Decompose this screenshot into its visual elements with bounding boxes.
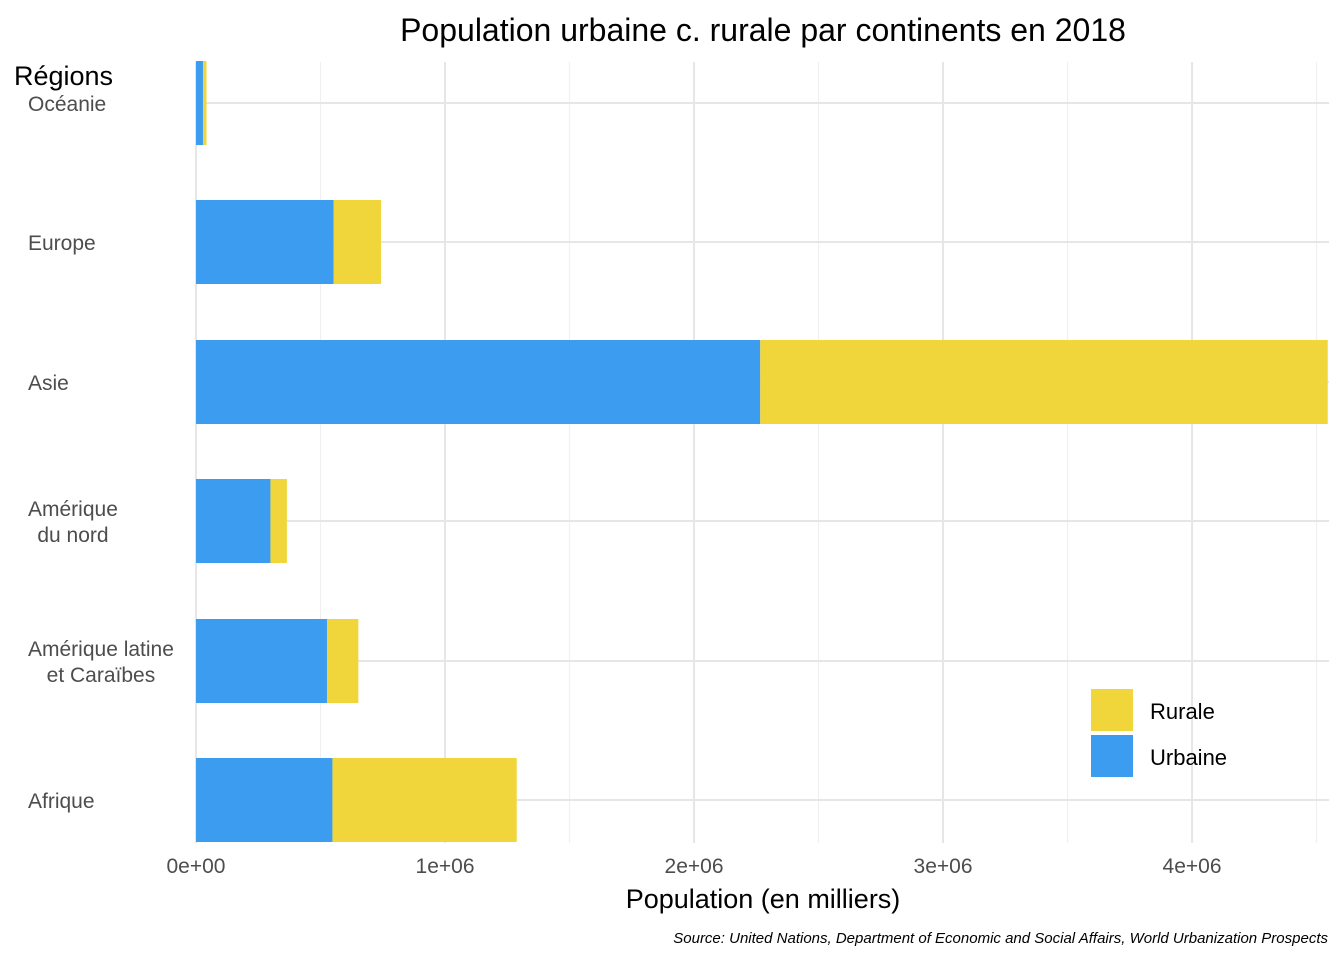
category-label: Océanie (28, 93, 106, 116)
category-label: Europe (28, 232, 96, 255)
x-tick-labels: 0e+00 1e+06 2e+06 3e+06 4e+06 (167, 855, 1222, 878)
legend: Rurale Urbaine (1091, 689, 1227, 777)
x-tick-label: 4e+06 (1163, 855, 1222, 878)
grid-lines (195, 62, 1329, 843)
bar-rurale (270, 479, 287, 563)
legend-swatch-rurale (1091, 689, 1133, 731)
bar-urbaine (196, 758, 333, 842)
bar-rurale (332, 758, 517, 842)
y-axis-title: Régions (14, 61, 113, 91)
bar-urbaine (196, 200, 334, 284)
bar-rurale (202, 61, 207, 145)
legend-label-urbaine: Urbaine (1150, 745, 1227, 770)
bar-rurale (326, 619, 359, 703)
x-tick-label: 0e+00 (167, 855, 226, 878)
chart-title: Population urbaine c. rurale par contine… (400, 12, 1126, 48)
bar-rurale (333, 200, 382, 284)
x-tick-label: 3e+06 (914, 855, 973, 878)
x-axis-title: Population (en milliers) (626, 884, 901, 914)
category-label: Amérique latine et Caraïbes (28, 638, 174, 687)
x-tick-label: 2e+06 (665, 855, 724, 878)
source-caption: Source: United Nations, Department of Ec… (673, 930, 1328, 947)
category-label: Asie (28, 372, 69, 395)
category-labels: Océanie Europe Asie Amérique du nord Amérique… (28, 93, 174, 813)
bar-rurale (760, 340, 1328, 424)
bar-urbaine (196, 340, 761, 424)
bar-urbaine (196, 479, 271, 563)
legend-swatch-urbaine (1091, 735, 1133, 777)
category-label: Afrique (28, 790, 95, 813)
legend-label-rurale: Rurale (1150, 699, 1215, 724)
x-tick-label: 1e+06 (416, 855, 475, 878)
bar-urbaine (196, 61, 203, 145)
bars-layer (196, 61, 1328, 842)
bar-urbaine (196, 619, 327, 703)
category-label: Amérique du nord (28, 498, 118, 547)
